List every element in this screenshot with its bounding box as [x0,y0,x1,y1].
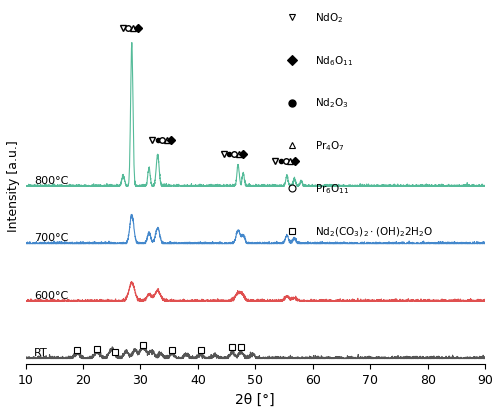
Y-axis label: Intensity [a.u.]: Intensity [a.u.] [7,140,20,231]
Text: RT: RT [34,347,48,357]
Text: 700°C: 700°C [34,233,68,243]
Text: Nd$_6$O$_{11}$: Nd$_6$O$_{11}$ [315,54,354,67]
Text: Pr$_4$O$_7$: Pr$_4$O$_7$ [315,139,345,153]
Text: 600°C: 600°C [34,290,68,300]
Text: NdO$_2$: NdO$_2$ [315,11,344,24]
Text: Pr$_6$O$_{11}$: Pr$_6$O$_{11}$ [315,182,350,196]
Text: Nd$_2$O$_3$: Nd$_2$O$_3$ [315,96,349,110]
Text: 800°C: 800°C [34,176,68,185]
X-axis label: 2θ [°]: 2θ [°] [236,392,275,406]
Text: Nd$_2$(CO$_3$)$_2\cdot$(OH)$_2$2H$_2$O: Nd$_2$(CO$_3$)$_2\cdot$(OH)$_2$2H$_2$O [315,225,434,239]
